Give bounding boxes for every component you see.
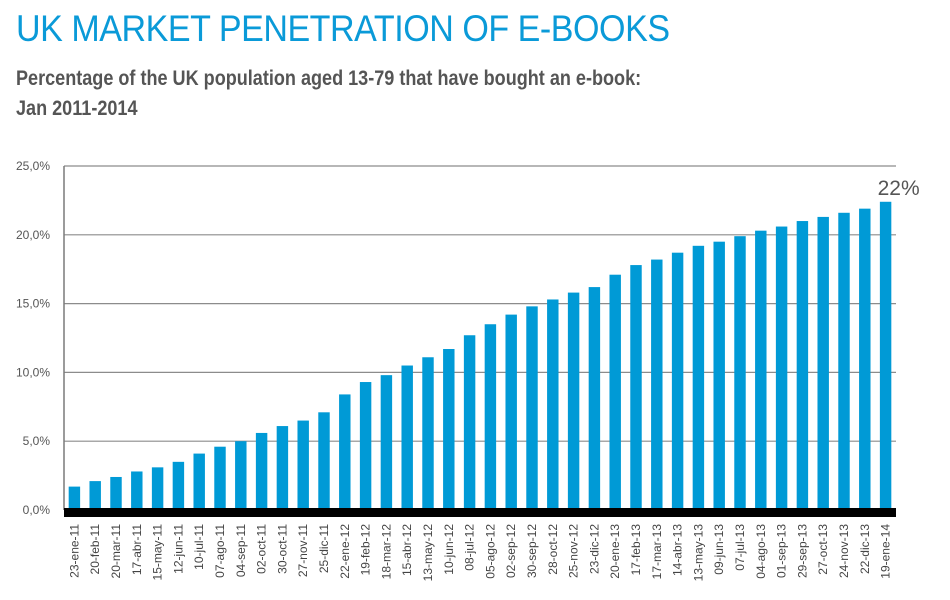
x-tick-label: 15-abr-12 [400,524,414,576]
x-tick-label: 25-nov-12 [567,524,581,578]
x-tick-label: 07-jul-13 [733,524,747,571]
x-tick-label: 20-ene-13 [608,524,622,579]
x-tick-label: 29-sep-13 [795,524,809,578]
y-tick-label: 15,0% [16,297,50,311]
y-tick-label: 10,0% [16,365,50,379]
bar [484,324,497,510]
x-tick-label: 23-ene-11 [67,524,81,578]
bar [692,245,705,511]
bar [255,432,268,510]
bar [879,201,892,510]
x-tick-label: 19-ene-14 [879,524,893,579]
bar [713,241,725,510]
bar [422,357,434,510]
x-tick-label: 07-ago-11 [213,524,227,578]
bar [151,467,164,510]
bar [817,216,829,511]
bar [68,486,81,510]
bar [443,349,455,510]
bar [796,221,809,511]
bars [68,201,892,511]
x-tick-label: 04-sep-11 [234,524,248,577]
x-tick-label: 18-mar-12 [379,524,393,580]
x-tick-label: 08-jul-12 [463,524,477,571]
y-tick-label: 25,0% [16,159,50,173]
bar [775,226,788,510]
bar [630,265,642,510]
bar [110,476,122,510]
y-tick-label: 0,0% [23,503,51,517]
bar [339,394,351,510]
x-tick-label: 17-abr-11 [130,524,144,575]
x-axis-baseline [64,508,896,517]
bar [671,252,684,511]
gridlines [64,165,896,442]
bar [214,446,226,510]
bar [526,306,538,510]
y-axis-ticks: 0,0% 5,0% 10,0% 15,0% 20,0% 25,0% [16,159,50,517]
bar [235,441,247,510]
x-tick-label: 10-jul-11 [192,524,206,570]
x-tick-label: 20-mar-11 [109,524,123,579]
bar [567,292,580,510]
x-tick-label: 27-oct-13 [816,524,830,575]
x-axis-ticks: 23-ene-11 20-feb-11 20-mar-11 17-abr-11 15-m… [67,524,892,582]
x-tick-label: 27-nov-11 [296,524,310,577]
bar [89,481,101,510]
x-tick-label: 01-sep-13 [775,524,789,578]
bar [297,420,309,510]
x-tick-label: 13-may-12 [421,524,435,582]
x-tick-label: 04-ago-13 [754,524,768,579]
y-tick-label: 20,0% [16,228,50,242]
x-tick-label: 28-oct-12 [546,524,560,575]
x-tick-label: 25-dic-11 [317,524,331,573]
x-tick-label: 10-jun-12 [442,524,456,575]
x-tick-label: 14-abr-13 [671,524,685,576]
bar [547,299,559,510]
x-tick-label: 09-jun-13 [712,524,726,575]
bar [505,314,517,510]
bar [463,335,476,510]
chart-title: UK MARKET PENETRATION OF E-BOOKS [16,8,670,49]
x-tick-label: 19-feb-12 [359,524,373,576]
x-tick-label: 05-ago-12 [483,524,497,579]
y-tick-label: 5,0% [23,434,51,448]
bar [734,236,746,510]
x-tick-label: 17-feb-13 [629,524,643,576]
bar [276,426,289,510]
x-tick-label: 02-oct-11 [255,524,269,574]
bar [380,375,393,510]
x-tick-label: 22-ene-12 [338,524,352,579]
x-tick-label: 20-feb-11 [88,524,102,575]
x-tick-label: 23-dic-12 [587,524,601,574]
bar [131,471,143,510]
x-tick-label: 24-nov-13 [837,524,851,578]
x-tick-label: 13-may-13 [691,524,705,582]
bar [651,259,663,510]
last-value-annotation: 22% [878,177,920,200]
bar [401,365,413,510]
bar [609,274,621,510]
bar [172,461,185,510]
x-tick-label: 30-sep-12 [525,524,539,578]
bar [193,453,205,510]
x-tick-label: 15-may-11 [151,524,165,581]
bar [318,412,330,510]
bar [859,208,871,510]
chart-subtitle: Percentage of the UK population aged 13-… [16,67,642,120]
x-tick-label: 30-oct-11 [275,524,289,574]
x-tick-label: 22-dic-13 [858,524,872,574]
bar [838,212,850,510]
bar [359,382,372,510]
x-tick-label: 12-jun-11 [171,524,185,574]
bar [755,230,767,510]
bar [588,287,601,510]
x-tick-label: 17-mar-13 [650,524,664,580]
x-tick-label: 02-sep-12 [504,524,518,578]
